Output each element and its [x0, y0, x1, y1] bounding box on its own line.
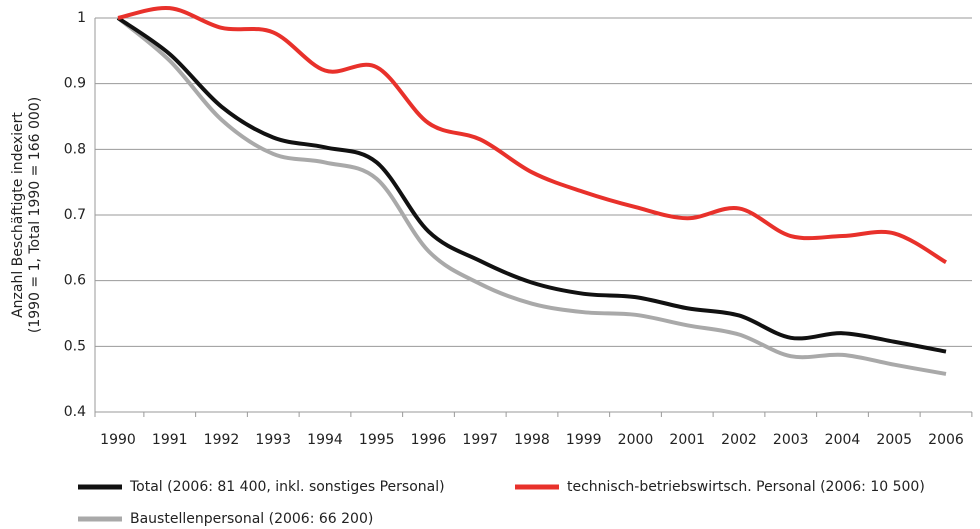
x-tick-label: 2002 [721, 432, 757, 448]
x-tick-label: 2005 [876, 432, 912, 448]
x-tick-label: 1994 [307, 432, 343, 448]
x-tick-label: 1992 [204, 432, 240, 448]
y-tick-label: 0.8 [64, 141, 86, 157]
y-axis-label-line: Anzahl Beschäftigte indexiert [10, 112, 26, 318]
y-axis-label: Anzahl Beschäftigte indexiert(1990 = 1, … [10, 97, 43, 333]
x-tick-label: 2006 [928, 432, 964, 448]
x-tick-label: 1993 [255, 432, 291, 448]
x-tick-label: 2004 [825, 432, 861, 448]
x-tick-label: 2001 [669, 432, 705, 448]
x-tick-label: 1999 [566, 432, 602, 448]
series-line [116, 16, 947, 354]
y-tick-label: 0.9 [64, 76, 86, 92]
y-tick-label: 0.4 [64, 404, 86, 420]
series-line [117, 6, 948, 265]
y-tick-label: 0.7 [64, 207, 86, 223]
x-tick-label: 1996 [411, 432, 447, 448]
series-line [116, 16, 947, 376]
y-tick-label: 0.5 [64, 338, 86, 354]
y-axis-label-line: (1990 = 1, Total 1990 = 166 000) [27, 97, 43, 333]
legend-label: technisch-betriebswirtsch. Personal (200… [567, 479, 925, 495]
x-tick-label: 2003 [773, 432, 809, 448]
x-tick-label: 1991 [152, 432, 188, 448]
x-tick-label: 1998 [514, 432, 550, 448]
x-tick-label: 2000 [618, 432, 654, 448]
x-tick-label: 1995 [359, 432, 395, 448]
y-tick-label: 1 [77, 10, 86, 26]
legend-label: Total (2006: 81 400, inkl. sonstiges Per… [129, 479, 445, 495]
legend-label: Baustellenpersonal (2006: 66 200) [130, 511, 373, 527]
y-tick-label: 0.6 [64, 273, 86, 289]
x-tick-label: 1990 [100, 432, 136, 448]
x-tick-label: 1997 [462, 432, 498, 448]
